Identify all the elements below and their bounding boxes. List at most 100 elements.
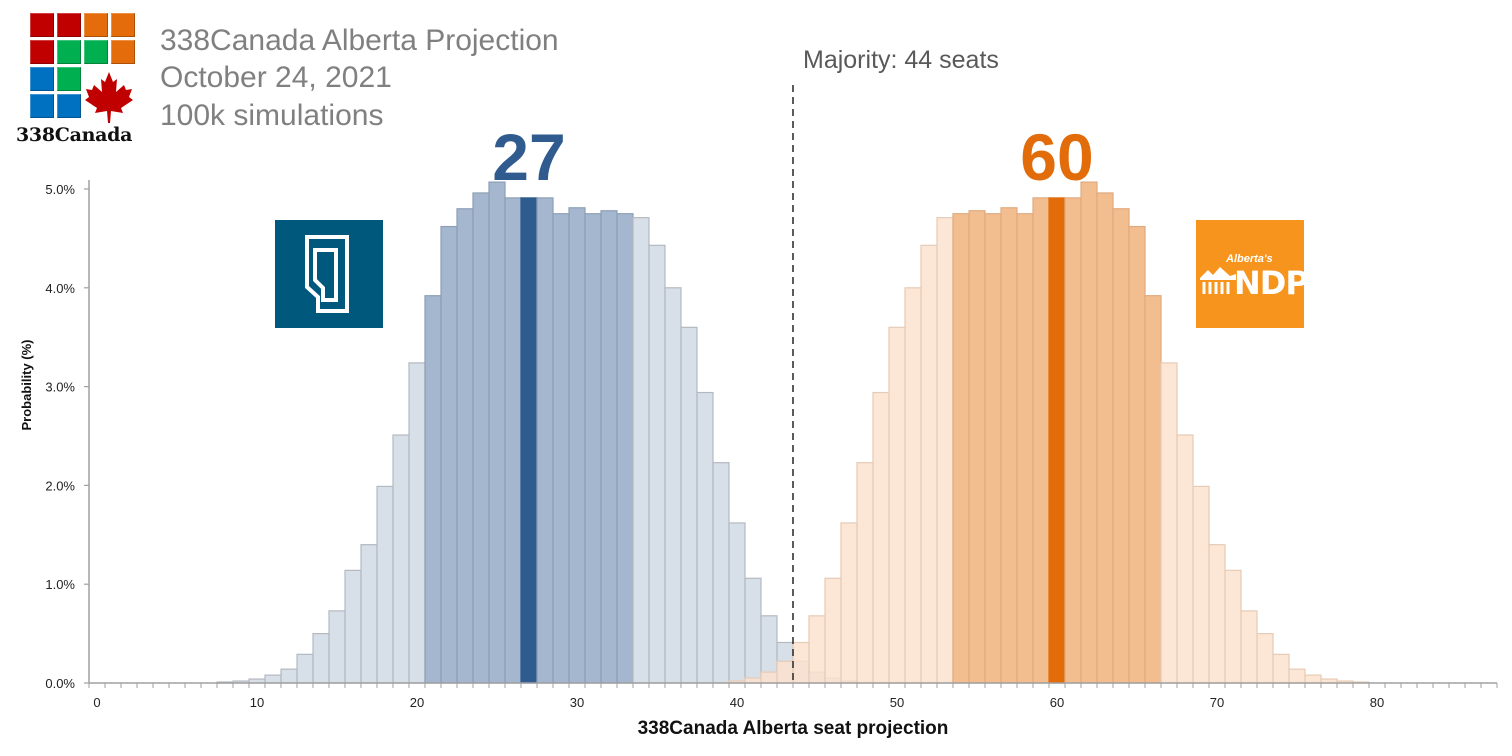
ucp-bar-seat-17	[360, 544, 378, 684]
ndp-bar-seat-50	[888, 326, 906, 684]
y-tick-label: 3.0%	[45, 380, 75, 395]
y-tick-label: 1.0%	[45, 577, 75, 592]
ndp-bar-seat-64	[1112, 208, 1130, 684]
majority-label: Majority: 44 seats	[803, 46, 999, 74]
logo-square	[84, 40, 108, 64]
ndp-bar-seat-60	[1048, 197, 1066, 684]
x-tick-label: 70	[1210, 695, 1224, 710]
ucp-bar-seat-11	[264, 674, 282, 684]
ucp-bar-seat-36	[664, 287, 682, 684]
x-axis-title: 338Canada Alberta seat projection	[638, 718, 949, 739]
ucp-bar-seat-28	[536, 197, 554, 684]
ucp-bar-seat-12	[280, 668, 298, 684]
ndp-bar-seat-63	[1096, 192, 1114, 684]
x-tick-label: 80	[1370, 695, 1384, 710]
ndp-bar-seat-49	[872, 391, 890, 684]
ndp-bar-seat-73	[1256, 632, 1274, 684]
mountain-wheat-icon	[1200, 267, 1236, 294]
x-tick-label: 10	[250, 695, 264, 710]
x-tick-label: 40	[730, 695, 744, 710]
ndp-bar-seat-59	[1032, 197, 1050, 684]
338canada-logo	[30, 13, 140, 123]
ndp-bar-seat-46	[824, 577, 842, 684]
ucp-bar-seat-27	[520, 197, 538, 684]
x-tick-label: 0	[93, 695, 100, 710]
ndp-logo-text: NDP	[1234, 264, 1309, 302]
ucp-bar-seat-41	[744, 577, 762, 684]
alberta-pc-logo	[275, 220, 383, 328]
ndp-bar-seat-57	[1000, 207, 1018, 684]
ucp-bar-seat-15	[328, 610, 346, 684]
ndp-bar-seat-55	[968, 210, 986, 684]
ndp-bar-seat-53	[936, 217, 954, 684]
chart-subtitle: 100k simulations	[160, 99, 384, 132]
alberta-ndp-logo: Alberta's NDP	[1196, 220, 1309, 328]
logo-square	[57, 94, 81, 118]
ucp-bar-seat-30	[568, 207, 586, 684]
ucp-bar-seat-16	[344, 569, 362, 684]
ndp-bar-seat-51	[904, 287, 922, 684]
logo-square	[57, 40, 81, 64]
ndp-bar-seat-66	[1144, 295, 1162, 684]
ndp-bar-seat-74	[1272, 653, 1290, 684]
ucp-bar-seat-38	[696, 391, 714, 684]
x-tick-label: 50	[890, 695, 904, 710]
maple-leaf-icon	[85, 72, 133, 123]
ndp-bar-seat-76	[1304, 674, 1322, 684]
x-tick-label: 30	[570, 695, 584, 710]
x-tick-label: 60	[1050, 695, 1064, 710]
ndp-bar-seat-54	[952, 213, 970, 684]
ndp-bar-seat-47	[840, 522, 858, 684]
ucp-bar-seat-31	[584, 213, 602, 684]
ucp-bar-seat-33	[616, 213, 634, 684]
y-axis-title: Probability (%)	[19, 339, 34, 430]
ndp-bar-seat-68	[1176, 434, 1194, 684]
ucp-projection-number: 27	[492, 120, 566, 194]
ndp-logo-small-text: Alberta's	[1226, 253, 1273, 265]
ucp-bar-seat-14	[312, 632, 330, 684]
ucp-bar-seat-21	[424, 295, 442, 684]
x-tick-label: 20	[410, 695, 424, 710]
ndp-bar-seat-70	[1208, 544, 1226, 684]
alberta-outline-icon	[305, 235, 349, 313]
ucp-bar-seat-25	[488, 181, 506, 684]
ndp-bar-seat-44	[792, 641, 810, 684]
ndp-projection-number: 60	[1020, 120, 1094, 194]
ucp-bar-seat-40	[728, 522, 746, 684]
ndp-bar-seat-62	[1080, 181, 1098, 684]
ucp-bar-seat-20	[408, 362, 426, 684]
ucp-bar-seat-22	[440, 225, 458, 684]
chart-date: October 24, 2021	[160, 61, 392, 94]
ndp-bar-seat-67	[1160, 362, 1178, 684]
y-tick-label: 4.0%	[45, 281, 75, 296]
logo-square	[30, 94, 54, 118]
ucp-bar-seat-35	[648, 244, 666, 684]
logo-square	[111, 13, 135, 37]
logo-square	[111, 40, 135, 64]
y-tick-label: 5.0%	[45, 182, 75, 197]
ucp-bar-seat-23	[456, 208, 474, 684]
y-tick-label: 2.0%	[45, 478, 75, 493]
ndp-bar-seat-56	[984, 213, 1002, 684]
logo-square	[57, 13, 81, 37]
ndp-bar-seat-52	[920, 244, 938, 684]
ndp-bar-seat-43	[776, 660, 794, 684]
ndp-bar-seat-48	[856, 462, 874, 684]
ndp-bar-seat-58	[1016, 213, 1034, 684]
ndp-bar-seat-42	[760, 671, 778, 684]
ucp-bar-seat-18	[376, 485, 394, 684]
ucp-bar-seat-32	[600, 210, 618, 684]
ucp-bar-seat-19	[392, 434, 410, 684]
ucp-bar-seat-29	[552, 213, 570, 684]
logo-square	[57, 67, 81, 91]
ndp-bar-seat-65	[1128, 225, 1146, 684]
ucp-bar-seat-26	[504, 197, 522, 684]
ucp-bar-seat-34	[632, 217, 650, 684]
ucp-bar-seat-24	[472, 192, 490, 684]
ndp-bar-seat-69	[1192, 485, 1210, 684]
ucp-bar-seat-37	[680, 326, 698, 684]
logo-square	[30, 67, 54, 91]
ucp-bar-seat-39	[712, 462, 730, 684]
ndp-bar-seat-75	[1288, 668, 1306, 684]
